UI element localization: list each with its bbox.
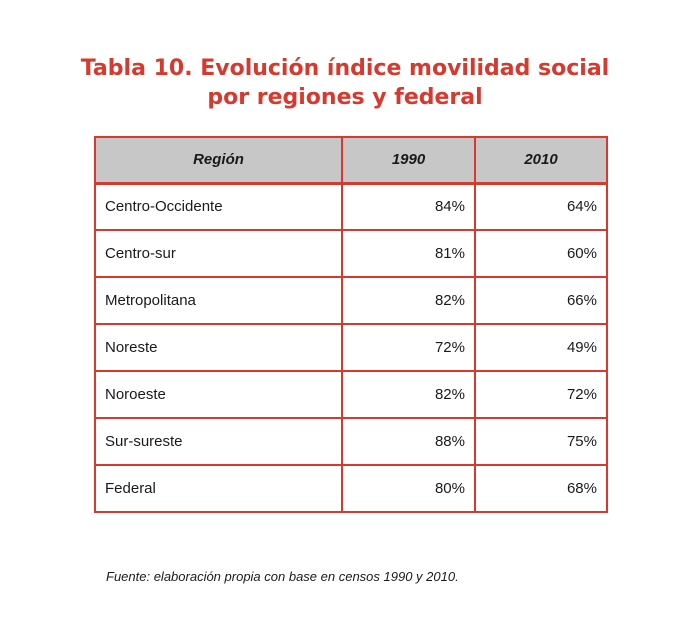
table-row: Noroeste 82% 72%: [94, 370, 608, 419]
region-cell: Metropolitana: [94, 276, 343, 325]
value-1990-cell: 82%: [341, 276, 476, 325]
value-1990-cell: 80%: [341, 464, 476, 513]
value-1990-cell: 82%: [341, 370, 476, 419]
value-1990-cell: 81%: [341, 229, 476, 278]
value-1990-cell: 88%: [341, 417, 476, 466]
table-row: Sur-sureste 88% 75%: [94, 417, 608, 466]
value-2010-cell: 49%: [474, 323, 608, 372]
table-row: Noreste 72% 49%: [94, 323, 608, 372]
region-cell: Noroeste: [94, 370, 343, 419]
source-note: Fuente: elaboración propia con base en c…: [106, 569, 459, 584]
table-title-line-2: por regiones y federal: [207, 85, 483, 110]
table-row: Centro-sur 81% 60%: [94, 229, 608, 278]
value-1990-cell: 84%: [341, 181, 476, 231]
value-2010-cell: 72%: [474, 370, 608, 419]
value-2010-cell: 68%: [474, 464, 608, 513]
table-row: Centro-Occidente 84% 64%: [94, 181, 608, 231]
value-2010-cell: 64%: [474, 181, 608, 231]
table-header-row: Región 1990 2010: [94, 136, 608, 184]
region-cell: Federal: [94, 464, 343, 513]
region-cell: Noreste: [94, 323, 343, 372]
table-title-line-1: Tabla 10. Evolución índice movilidad soc…: [80, 56, 610, 81]
value-1990-cell: 72%: [341, 323, 476, 372]
mobility-table: Región 1990 2010 Centro-Occidente 84% 64…: [94, 136, 608, 513]
value-2010-cell: 60%: [474, 229, 608, 278]
header-region: Región: [94, 136, 343, 184]
header-2010: 2010: [474, 136, 608, 184]
value-2010-cell: 75%: [474, 417, 608, 466]
table-title: Tabla 10. Evolución índice movilidad soc…: [0, 54, 690, 112]
table-row: Metropolitana 82% 66%: [94, 276, 608, 325]
region-cell: Sur-sureste: [94, 417, 343, 466]
region-cell: Centro-Occidente: [94, 181, 343, 231]
region-cell: Centro-sur: [94, 229, 343, 278]
value-2010-cell: 66%: [474, 276, 608, 325]
table-row: Federal 80% 68%: [94, 464, 608, 513]
header-1990: 1990: [341, 136, 476, 184]
